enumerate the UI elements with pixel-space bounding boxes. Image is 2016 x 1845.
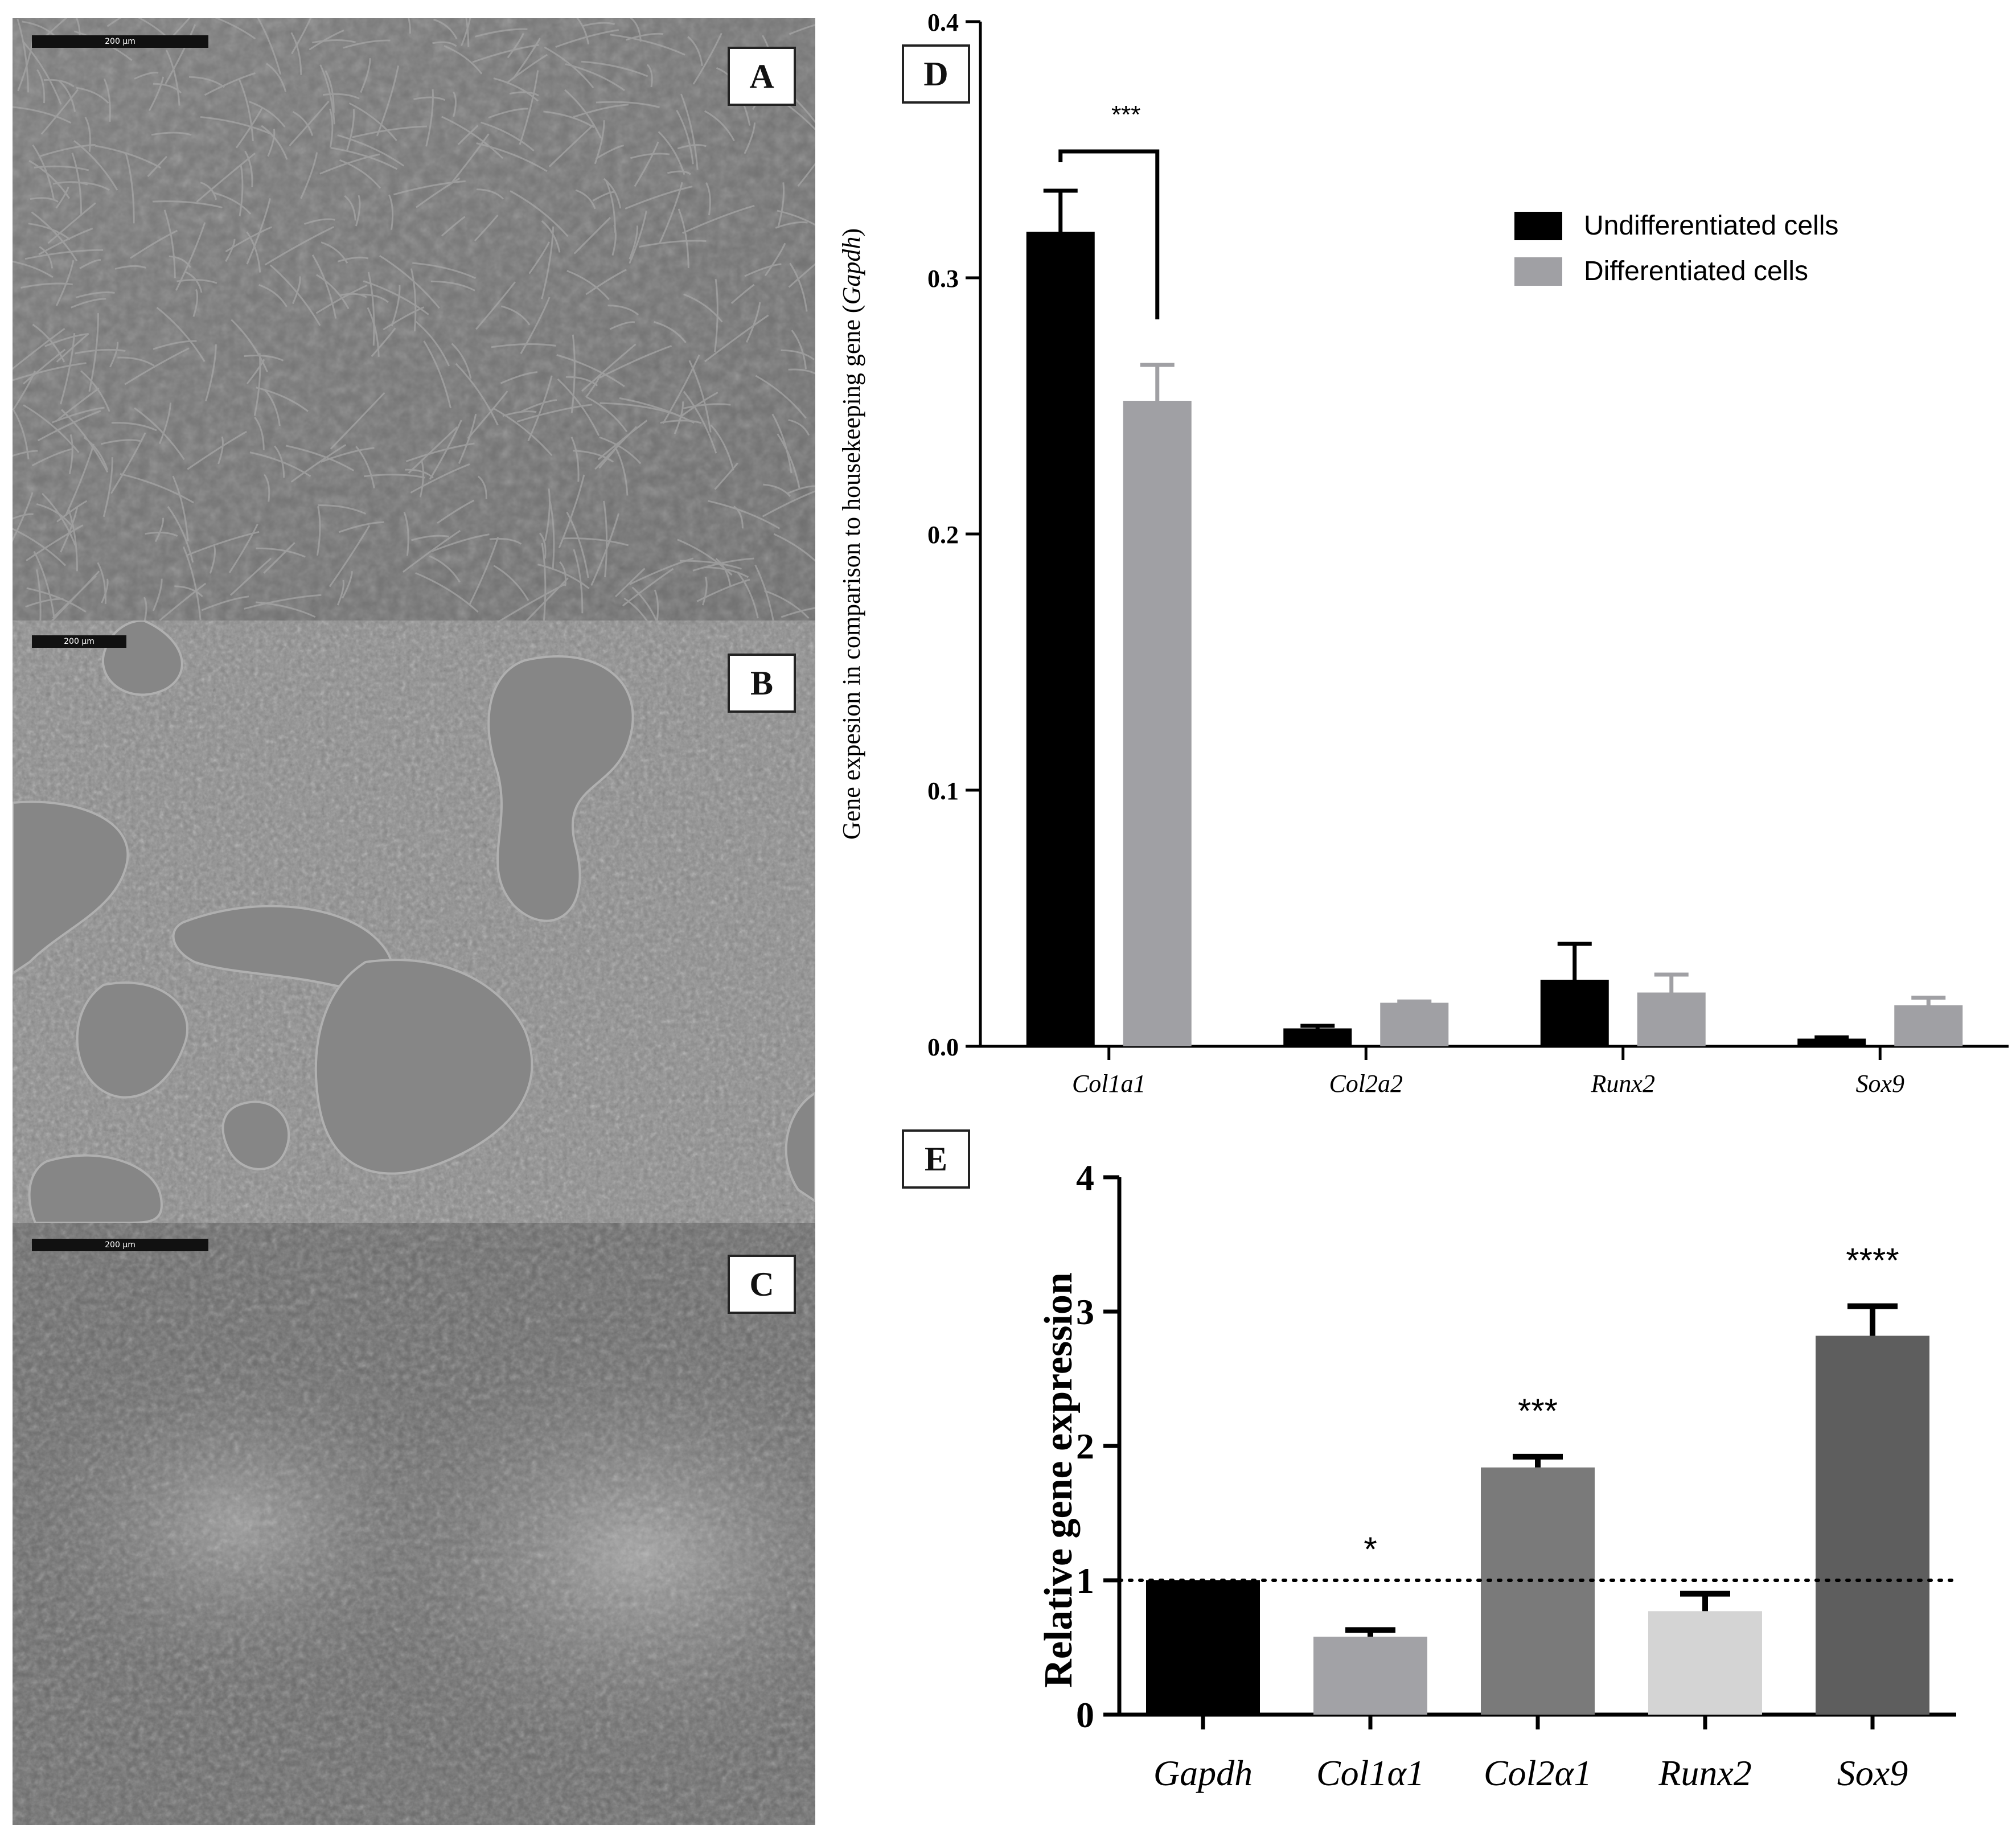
bar-col2α1: [1481, 1467, 1595, 1715]
panel-label-d: D: [902, 44, 970, 104]
x-tick-label-d: Col1a1: [1072, 1070, 1146, 1098]
bar-undifferentiated-cells: [1540, 980, 1609, 1046]
y-tick-label-d: 0.1: [927, 777, 959, 805]
y-axis-label-e: Relative gene expression: [1037, 1272, 1081, 1688]
legend-label-d: Undifferentiated cells: [1584, 211, 1838, 241]
significance-label-d: ***: [1111, 101, 1140, 129]
micrograph-a-image: [13, 18, 815, 621]
significance-label-e: ****: [1846, 1242, 1899, 1280]
legend-label-d: Differentiated cells: [1584, 256, 1808, 286]
x-tick-label-e: Sox9: [1837, 1753, 1908, 1793]
y-axis-label-d: Gene expesion in comparison to housekeep…: [837, 228, 865, 840]
y-tick-label-d: 0.4: [927, 9, 959, 36]
micrograph-b: [13, 621, 815, 1223]
micrograph-c-image: [13, 1223, 815, 1825]
y-tick-label-d: 0.0: [927, 1033, 959, 1061]
bar-gapdh: [1146, 1580, 1260, 1715]
micrograph-c: [13, 1223, 815, 1825]
y-tick-label-e: 3: [1076, 1292, 1094, 1332]
bar-undifferentiated-cells: [1797, 1038, 1866, 1046]
legend-swatch-d: [1514, 257, 1562, 286]
bar-differentiated-cells: [1894, 1005, 1963, 1046]
significance-label-e: *: [1364, 1530, 1377, 1568]
y-tick-label-e: 4: [1076, 1157, 1094, 1198]
bar-differentiated-cells: [1380, 1002, 1449, 1046]
panel-label-e: E: [902, 1129, 970, 1189]
y-tick-label-e: 2: [1076, 1426, 1094, 1466]
panel-label-c: C: [728, 1255, 796, 1314]
x-tick-label-d: Col2a2: [1329, 1070, 1403, 1098]
x-tick-label-e: Gapdh: [1153, 1753, 1253, 1793]
y-tick-label-e: 1: [1076, 1560, 1094, 1601]
panel-label-a: A: [728, 47, 796, 106]
bar-col1α1: [1313, 1637, 1427, 1715]
y-tick-label-e: 0: [1076, 1695, 1094, 1735]
y-tick-label-d: 0.3: [927, 265, 959, 293]
scale-bar-c: 200 µm: [32, 1239, 208, 1251]
bar-sox9: [1816, 1336, 1929, 1715]
bar-undifferentiated-cells: [1283, 1028, 1352, 1046]
y-tick-label-d: 0.2: [927, 521, 959, 549]
x-tick-label-d: Runx2: [1591, 1070, 1655, 1098]
bar-differentiated-cells: [1637, 992, 1706, 1046]
significance-bracket-d: [1058, 149, 1160, 319]
x-tick-label-e: Col1α1: [1316, 1753, 1424, 1793]
bar-differentiated-cells: [1123, 401, 1192, 1046]
micrograph-b-image: [13, 621, 815, 1223]
bar-undifferentiated-cells: [1026, 232, 1095, 1046]
x-tick-label-e: Runx2: [1658, 1753, 1752, 1793]
bar-runx2: [1648, 1611, 1762, 1715]
scale-bar-b: 200 µm: [32, 635, 126, 648]
x-tick-label-d: Sox9: [1855, 1070, 1904, 1098]
micrograph-a: [13, 18, 815, 621]
significance-label-e: ***: [1518, 1392, 1558, 1430]
chart-d: 0.0 0.1 0.2 0.3 0.4 Gene expesion in comparis…: [837, 9, 2009, 1098]
scale-bar-a: 200 µm: [32, 35, 208, 48]
panel-label-b: B: [728, 654, 796, 713]
legend-swatch-d: [1514, 212, 1562, 240]
x-tick-label-e: Col2α1: [1484, 1753, 1592, 1793]
